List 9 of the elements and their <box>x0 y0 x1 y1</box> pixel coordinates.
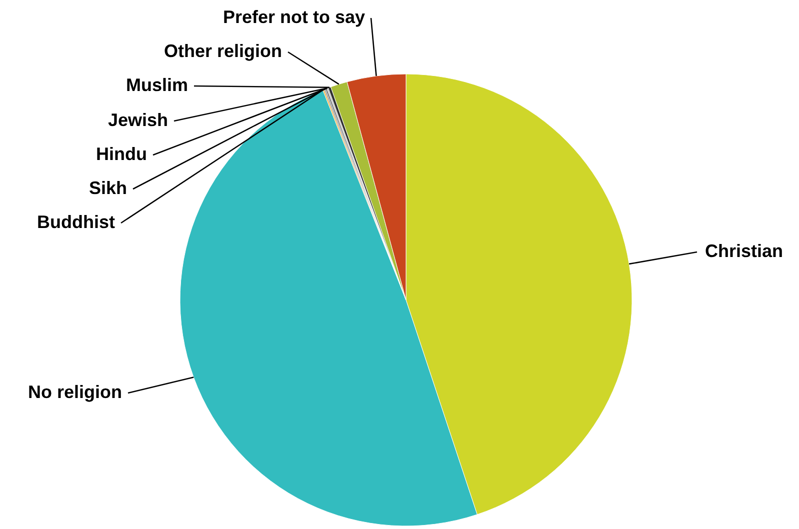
slice-label: Sikh <box>88 178 127 198</box>
slice-label: Other religion <box>164 41 282 61</box>
slice-label: Buddhist <box>37 212 115 232</box>
slice-label: No religion <box>28 382 122 402</box>
slice-label: Hindu <box>96 144 147 164</box>
slice-label: Prefer not to say <box>222 7 365 27</box>
slice-label: Christian <box>705 241 784 261</box>
slice-label: Jewish <box>108 110 168 130</box>
slice-label: Muslim <box>126 75 188 95</box>
